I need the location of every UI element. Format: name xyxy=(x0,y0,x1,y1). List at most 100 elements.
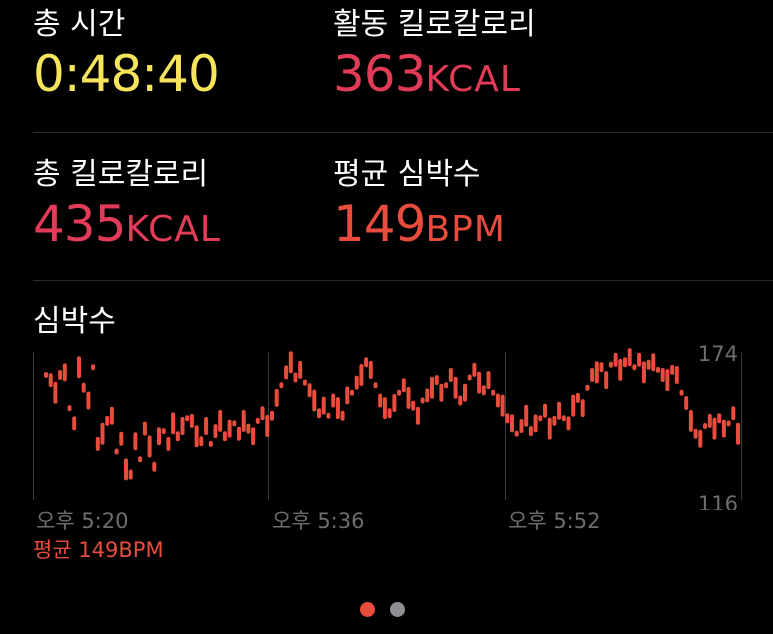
active-calories-number: 363 xyxy=(333,45,426,103)
heart-rate-point xyxy=(161,428,166,435)
heart-rate-series xyxy=(44,348,740,481)
heart-rate-point xyxy=(293,372,298,383)
heart-rate-point xyxy=(180,417,185,435)
heart-rate-point xyxy=(580,399,585,418)
heart-rate-point xyxy=(67,405,72,412)
heart-rate-point xyxy=(109,406,114,425)
heart-rate-point xyxy=(420,397,425,404)
x-axis-label-2: 오후 5:36 xyxy=(272,509,365,533)
heart-rate-point xyxy=(222,431,227,442)
heart-rate-point xyxy=(439,383,444,402)
heart-rate-point xyxy=(684,396,689,410)
heart-rate-point xyxy=(736,422,740,445)
total-time-number: 0:48:40 xyxy=(33,45,220,103)
total-time-label: 총 시간 xyxy=(33,7,126,42)
heart-rate-point xyxy=(646,359,651,370)
page-dot-2[interactable] xyxy=(390,602,405,617)
heart-rate-point xyxy=(350,389,354,396)
heart-rate-point xyxy=(566,416,571,431)
y-axis-min-label: 116 xyxy=(698,492,738,510)
heart-rate-point xyxy=(387,408,392,419)
x-axis-label-1: 오후 5:20 xyxy=(36,509,129,533)
heart-rate-point xyxy=(703,423,707,429)
heart-rate-point xyxy=(307,383,312,398)
heart-rate-point xyxy=(557,401,562,420)
page-indicator[interactable] xyxy=(360,602,405,617)
heart-rate-point xyxy=(519,419,524,433)
heart-rate-point xyxy=(86,391,91,410)
heart-rate-point xyxy=(641,361,646,384)
heart-rate-point xyxy=(486,371,491,390)
heart-rate-point xyxy=(599,362,604,373)
average-heart-rate-number: 149 xyxy=(333,195,426,253)
heart-rate-point xyxy=(279,382,284,389)
heart-rate-point xyxy=(91,364,96,371)
heart-rate-point xyxy=(561,415,566,422)
heart-rate-point xyxy=(175,431,180,442)
total-time-metric: 총 시간 0:48:40 xyxy=(33,7,220,103)
heart-rate-point xyxy=(411,400,416,411)
heart-rate-point xyxy=(717,413,722,424)
heart-rate-point xyxy=(171,412,176,435)
heart-rate-point xyxy=(590,368,595,382)
heart-rate-point xyxy=(656,366,660,373)
heart-rate-point xyxy=(208,440,213,447)
heart-rate-point xyxy=(128,469,133,480)
heart-rate-point xyxy=(213,424,218,439)
heart-rate-point xyxy=(594,361,599,384)
heart-rate-point xyxy=(251,427,256,446)
heart-rate-point xyxy=(458,395,463,406)
heart-rate-point xyxy=(627,348,632,367)
heart-rate-point xyxy=(382,397,387,420)
heart-rate-point xyxy=(406,386,411,409)
heart-rate-point xyxy=(260,406,265,421)
heart-rate-point xyxy=(538,415,543,422)
heart-rate-point xyxy=(688,409,693,432)
heart-rate-point xyxy=(77,356,81,379)
heart-rate-point xyxy=(632,364,637,371)
average-heart-rate-value: 149BPM xyxy=(333,196,506,258)
metrics-divider-1 xyxy=(33,132,773,133)
total-time-value: 0:48:40 xyxy=(33,45,220,103)
heart-rate-point xyxy=(218,409,223,432)
heart-rate-point xyxy=(317,408,321,419)
heart-rate-point xyxy=(265,415,270,437)
x-axis-label-3: 오후 5:52 xyxy=(508,509,601,533)
heart-rate-point xyxy=(255,417,260,424)
heart-rate-point xyxy=(571,394,576,417)
active-calories-label: 활동 킬로칼로리 xyxy=(333,7,536,42)
heart-rate-point xyxy=(321,396,326,415)
heart-rate-point xyxy=(232,420,237,427)
y-axis-max-label: 174 xyxy=(698,342,738,366)
heart-rate-point xyxy=(721,419,726,438)
heart-rate-point xyxy=(547,417,552,440)
heart-rate-point xyxy=(364,357,369,368)
heart-rate-point xyxy=(340,410,345,421)
heart-rate-point xyxy=(138,456,143,463)
heart-rate-point xyxy=(665,369,670,392)
heart-rate-point xyxy=(288,351,293,374)
average-heart-rate-label: 평균 심박수 xyxy=(333,157,481,192)
heart-rate-point xyxy=(608,361,613,368)
active-calories-metric: 활동 킬로칼로리 363KCAL xyxy=(333,8,536,108)
heart-rate-point xyxy=(430,376,434,399)
heart-rate-point xyxy=(528,426,533,437)
heart-rate-point xyxy=(575,392,580,403)
heart-rate-point xyxy=(373,382,378,389)
heart-rate-point xyxy=(726,420,731,427)
heart-rate-point xyxy=(44,372,48,378)
heart-rate-point xyxy=(354,375,359,390)
heart-rate-point xyxy=(495,393,500,408)
heart-rate-chart: 174 116 xyxy=(33,342,742,510)
heart-rate-point xyxy=(274,388,279,407)
average-heart-rate-caption: 평균 149BPM xyxy=(33,538,164,562)
heart-rate-point xyxy=(312,389,317,412)
heart-rate-point xyxy=(472,362,477,377)
heart-rate-point xyxy=(124,458,128,481)
heart-rate-point xyxy=(326,412,331,419)
heart-rate-point xyxy=(670,364,675,375)
active-calories-unit: KCAL xyxy=(425,59,521,100)
heart-rate-point xyxy=(147,435,152,458)
page-dot-1-active[interactable] xyxy=(360,602,375,617)
heart-rate-point xyxy=(58,370,63,380)
